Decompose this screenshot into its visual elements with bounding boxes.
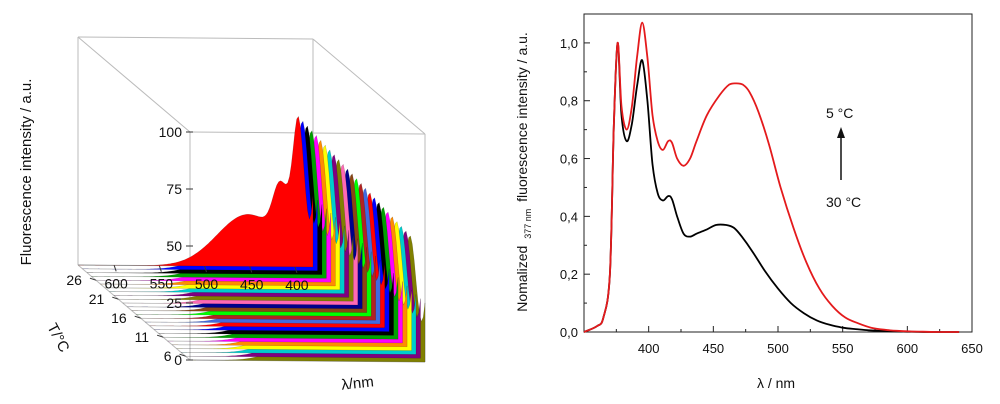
waterfall-t-tick-mark — [179, 353, 186, 357]
x-tick-label: 600 — [896, 341, 918, 356]
frame-edge — [77, 264, 191, 361]
waterfall-t-tick-label: 21 — [89, 291, 105, 307]
line-chart-x-axis-label: λ / nm — [757, 375, 795, 391]
series-line-30c — [583, 41, 960, 333]
waterfall-x-tick-label: 600 — [104, 275, 128, 291]
waterfall-t-tick-mark — [89, 277, 97, 281]
x-tick-label: 400 — [638, 341, 660, 356]
frame-edge — [77, 36, 191, 133]
waterfall-x-tick-label: 550 — [150, 276, 174, 292]
y-label-main: Nomalized — [514, 246, 530, 312]
x-tick-label: 500 — [767, 341, 789, 356]
waterfall-y-axis-label: Fluorescence intensity / a.u. — [18, 79, 35, 266]
y-tick-label: 0,2 — [560, 267, 578, 282]
y-tick-label: 0,6 — [560, 152, 578, 167]
waterfall-y-tick-label: 50 — [166, 238, 182, 254]
waterfall-t-tick-mark — [134, 315, 141, 319]
x-tick-label: 550 — [832, 341, 854, 356]
x-tick-label: 650 — [961, 341, 983, 356]
waterfall-x-tick-mark — [294, 266, 298, 274]
annotation-5c: 5 °C — [826, 105, 853, 121]
series-line-5c — [583, 21, 960, 333]
waterfall-series-30c — [77, 115, 314, 268]
waterfall-x-tick-label: 500 — [195, 276, 219, 292]
waterfall-x-tick-mark — [249, 266, 253, 273]
waterfall-y-tick-label: 75 — [166, 181, 182, 197]
frame-edge — [77, 36, 314, 40]
waterfall-x-axis-label: λ/nm — [340, 373, 374, 393]
waterfall-series-group — [77, 115, 426, 363]
y-tick-label: 0,0 — [560, 325, 578, 340]
waterfall-x-tick-label: 450 — [240, 276, 264, 292]
annotation-30c: 30 °C — [826, 194, 861, 210]
temperature-arrow-head — [837, 127, 845, 138]
line-chart-y-axis-label: Nomalized 377 nm fluorescence intensity … — [514, 32, 534, 312]
waterfall-x-tick-mark — [204, 265, 208, 273]
x-tick-label: 450 — [702, 341, 724, 356]
line-chart-series-group — [583, 21, 960, 333]
waterfall-x-tick-mark — [113, 265, 117, 272]
line-chart-panel: 400 450 500 550 600 650 0,0 0,2 0,4 0,6 0,8 1,0 Nom… — [514, 13, 983, 391]
waterfall-t-tick-mark — [156, 334, 164, 338]
waterfall-t-axis-label: T/°C — [43, 321, 72, 356]
waterfall-x-tick-mark — [158, 265, 162, 272]
waterfall-ticks: 0 25 50 75 100 6 11 16 21 26 600 550 500 450 400 — [66, 124, 308, 368]
waterfall-y-tick-label: 0 — [174, 352, 182, 368]
waterfall-t-tick-label: 11 — [135, 329, 150, 345]
waterfall-t-tick-label: 16 — [111, 310, 127, 326]
frame-edge — [312, 38, 426, 135]
waterfall-t-tick-label: 26 — [66, 272, 82, 288]
y-tick-label: 0,4 — [560, 209, 578, 224]
y-tick-label: 0,8 — [560, 94, 578, 109]
y-label-rest: fluorescence intensity / a.u. — [514, 32, 530, 202]
y-label-subscript: 377 nm — [523, 209, 533, 239]
line-chart-axes: 400 450 500 550 600 650 0,0 0,2 0,4 0,6 0,8 1,0 — [560, 13, 983, 356]
waterfall-panel: 0 25 50 75 100 6 11 16 21 26 600 550 500 450 400 Fluor… — [18, 36, 426, 394]
waterfall-x-tick-label: 400 — [285, 277, 309, 293]
y-tick-label: 1,0 — [560, 36, 578, 51]
waterfall-y-tick-label: 25 — [166, 295, 182, 311]
waterfall-t-tick-label: 6 — [164, 348, 172, 364]
waterfall-t-tick-mark — [112, 296, 119, 300]
waterfall-y-tick-label: 100 — [159, 124, 183, 140]
